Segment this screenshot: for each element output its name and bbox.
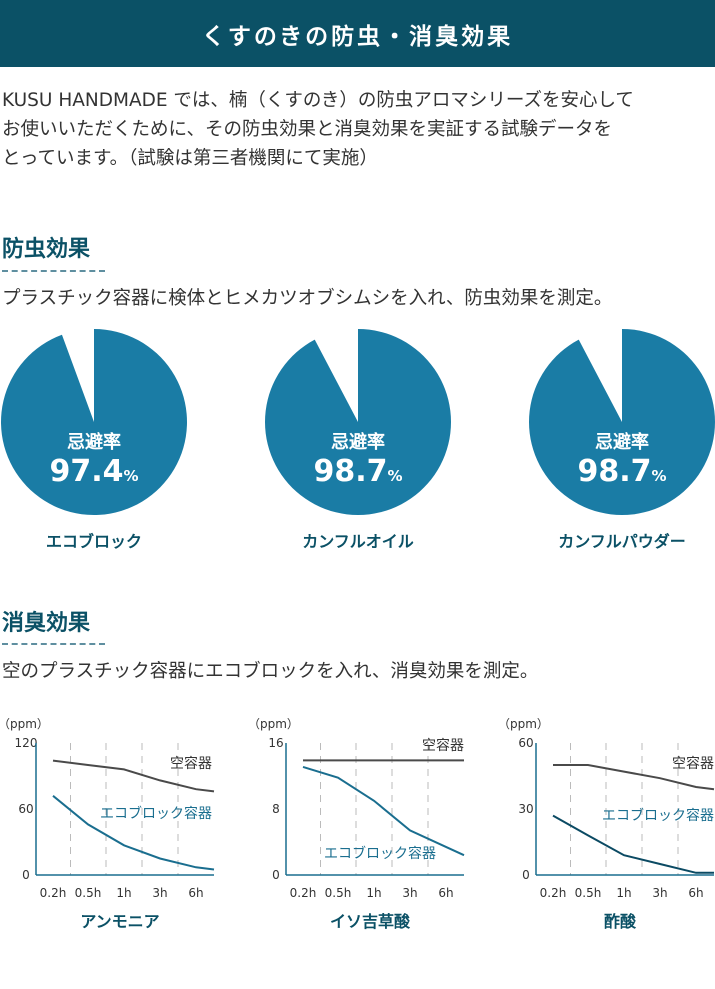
repellency-number: 97.4	[49, 454, 124, 489]
intro-text: KUSU HANDMADE では、楠（くすのき）の防虫アロマシリーズを安心して …	[2, 86, 715, 173]
x-tick-label: 0.2h	[290, 886, 317, 900]
repellency-number: 98.7	[313, 454, 388, 489]
x-tick-label: 6h	[438, 886, 453, 900]
deodor-line-chart: （ppm） 16 8 0 0.2h 0.5h 1h 3h 6h 空容器エコブロック容器イソ吉草酸	[248, 712, 490, 942]
x-tick-label: 1h	[366, 886, 381, 900]
y-unit-label: （ppm）	[498, 717, 549, 731]
series-label: 空容器	[170, 755, 212, 772]
x-tick-label: 3h	[402, 886, 417, 900]
insect-section-desc: プラスチック容器に検体とヒメカツオブシムシを入れ、防虫効果を測定。	[2, 288, 613, 309]
series-line-ecoblock-container	[52, 795, 215, 871]
y-tick-label: 60	[518, 736, 533, 750]
x-tick-label: 0.5h	[575, 886, 602, 900]
x-tick-label: 3h	[152, 886, 167, 900]
chart-title: アンモニア	[80, 912, 160, 931]
series-label: 空容器	[422, 737, 464, 754]
deodor-title-underline	[2, 643, 105, 645]
intro-line: KUSU HANDMADE では、楠（くすのき）の防虫アロマシリーズを安心して	[2, 90, 634, 111]
repellency-pie-chart	[1, 329, 188, 515]
product-name: カンフルオイル	[302, 532, 414, 551]
pie-slice-repelled	[529, 329, 715, 515]
y-unit-label: （ppm）	[0, 717, 49, 731]
series-label: エコブロック容器	[602, 807, 714, 824]
x-tick-label: 6h	[688, 886, 703, 900]
header-title: くすのきの防虫・消臭効果	[201, 23, 514, 50]
y-unit-label: （ppm）	[248, 717, 299, 731]
repellency-pie-chart	[265, 329, 451, 515]
repellency-unit: %	[123, 467, 139, 485]
product-name: カンフルパウダー	[558, 532, 686, 551]
series-line-ecoblock-container	[302, 765, 465, 857]
repellency-pie-item: 忌避率 97.4% エコブロック	[0, 328, 188, 558]
deodor-section-desc: 空のプラスチック容器にエコブロックを入れ、消臭効果を測定。	[2, 661, 539, 682]
x-tick-label: 0.5h	[325, 886, 352, 900]
repellency-value: 98.7%	[528, 454, 715, 489]
y-tick-label: 60	[18, 802, 33, 816]
repellency-value: 97.4%	[0, 454, 188, 489]
chart-title: イソ吉草酸	[329, 912, 410, 931]
deodor-section-title: 消臭効果	[2, 611, 91, 636]
series-line-empty-container	[553, 764, 715, 791]
y-tick-label: 0	[22, 868, 30, 882]
series-label: エコブロック容器	[324, 845, 436, 862]
y-tick-label: 8	[272, 802, 280, 816]
x-tick-label: 6h	[188, 886, 203, 900]
intro-line: お使いいただくために、その防虫効果と消臭効果を実証する試験データを	[2, 119, 612, 140]
x-tick-label: 1h	[616, 886, 631, 900]
repellency-label: 忌避率	[331, 432, 385, 453]
repellency-unit: %	[651, 467, 667, 485]
x-tick-label: 1h	[116, 886, 131, 900]
repellency-unit: %	[387, 467, 403, 485]
repellency-pie-chart	[529, 329, 715, 515]
y-tick-label: 16	[268, 736, 283, 750]
y-tick-label: 120	[15, 736, 38, 750]
insect-title-underline	[2, 270, 105, 272]
series-label: 空容器	[672, 755, 714, 772]
repellency-label: 忌避率	[595, 432, 649, 453]
x-tick-label: 3h	[652, 886, 667, 900]
repellency-pie-item: 忌避率 98.7% カンフルオイル	[264, 328, 452, 558]
pie-slice-repelled	[1, 329, 188, 515]
x-tick-label: 0.2h	[540, 886, 567, 900]
series-label: エコブロック容器	[100, 805, 212, 822]
insect-section-title: 防虫効果	[2, 237, 91, 262]
chart-title: 酢酸	[603, 912, 636, 931]
repellency-value: 98.7%	[264, 454, 452, 489]
x-tick-label: 0.5h	[75, 886, 102, 900]
series-line-ecoblock-container	[552, 814, 714, 874]
pie-slice-repelled	[265, 329, 451, 515]
deodor-line-chart: （ppm） 120 60 0 0.2h 0.5h 1h 3h 6h 空容器エコブロック容器アンモニ…	[0, 712, 240, 942]
repellency-label: 忌避率	[67, 432, 121, 453]
y-tick-label: 30	[518, 802, 533, 816]
page-header: くすのきの防虫・消臭効果	[0, 0, 715, 67]
intro-line: とっています。（試験は第三者機関にて実施）	[2, 148, 378, 169]
y-tick-label: 0	[522, 868, 530, 882]
deodor-line-chart: （ppm） 60 30 0 0.2h 0.5h 1h 3h 6h 空容器エコブロック容器 酢酸	[498, 712, 715, 942]
product-name: エコブロック	[45, 532, 142, 551]
repellency-number: 98.7	[577, 454, 652, 489]
repellency-pie-item: 忌避率 98.7% カンフルパウダー	[528, 328, 715, 558]
x-tick-label: 0.2h	[40, 886, 67, 900]
y-tick-label: 0	[272, 868, 280, 882]
series-line-empty-container	[52, 759, 215, 793]
